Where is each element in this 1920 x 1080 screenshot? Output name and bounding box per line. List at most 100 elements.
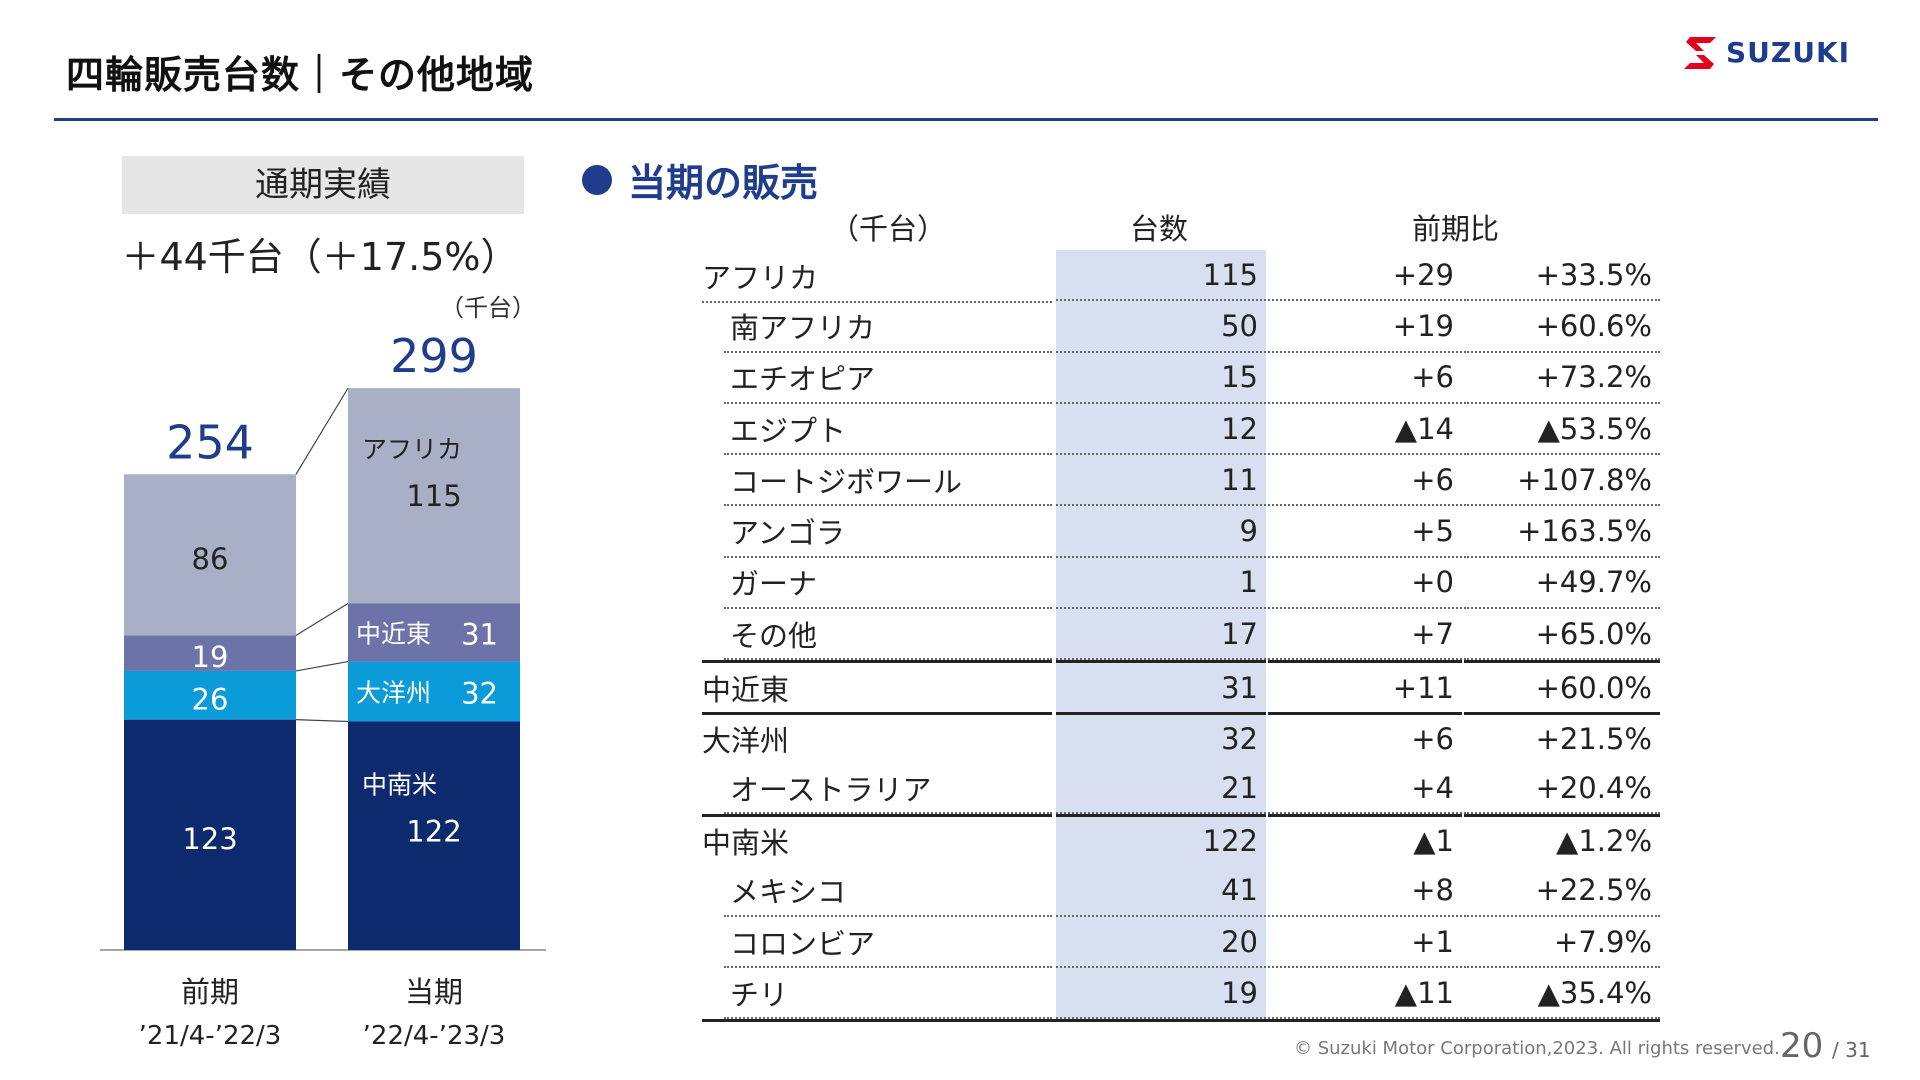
table-row: チリ 19 ▲11 ▲35.4%	[702, 968, 1662, 1020]
bar-series-label: 中南米	[362, 771, 437, 800]
connector-line	[295, 660, 349, 672]
row-diff: +7	[1268, 609, 1462, 661]
bullet-dot-icon	[582, 164, 612, 195]
sales-table: （千台） 台数 前期比 アフリカ 115 +29 +33.5% 南アフリカ 50 +19 +6…	[702, 204, 1662, 1023]
row-pct: +22.5%	[1464, 866, 1660, 917]
row-diff: +5	[1268, 506, 1462, 558]
table-row: 南アフリカ 50 +19 +60.6%	[702, 301, 1662, 353]
bar-segment	[348, 388, 520, 604]
row-units: 17	[1056, 609, 1266, 661]
bar-segment	[348, 603, 520, 662]
bar-segment	[124, 670, 296, 720]
section-heading: 当期の販売	[582, 152, 818, 207]
row-pct: +60.0%	[1464, 660, 1660, 711]
col-header-units: 台数	[1130, 212, 1189, 246]
row-diff: +19	[1268, 301, 1462, 353]
row-units: 9	[1056, 506, 1266, 558]
col-header-change: 前期比	[1412, 212, 1500, 246]
row-diff: +8	[1268, 866, 1462, 917]
x-period-label: ’21/4-’22/3	[139, 1021, 282, 1051]
x-category-label: 当期	[405, 975, 463, 1009]
bar-value-label: 31	[461, 618, 498, 652]
bar-value-label: 26	[192, 682, 229, 716]
table-bottom-rule	[702, 1019, 1660, 1023]
row-pct: +107.8%	[1464, 455, 1660, 507]
bar-value-label: 122	[406, 815, 461, 849]
row-name: 中近東	[702, 660, 1052, 711]
table-row: コロンビア 20 +1 +7.9%	[702, 916, 1662, 969]
connector-line	[295, 603, 349, 636]
row-pct: +163.5%	[1464, 506, 1660, 558]
summary-change: ＋44千台（＋17.5%）	[121, 235, 519, 279]
x-period-label: ’22/4-’23/3	[363, 1021, 506, 1051]
row-diff: +6	[1268, 353, 1462, 404]
row-units: 31	[1056, 660, 1266, 712]
table-row: エジプト 12 ▲14 ▲53.5%	[702, 403, 1662, 456]
row-diff: ▲11	[1268, 968, 1462, 1020]
chart-unit: （千台）	[440, 294, 536, 322]
bar-total-label: 254	[166, 415, 254, 469]
bar-value-label: 19	[192, 640, 229, 674]
bar-segment	[124, 719, 296, 950]
page-title: 四輪販売台数｜その他地域	[66, 53, 535, 97]
row-name: メキシコ	[724, 866, 1052, 917]
row-diff: +4	[1268, 763, 1462, 815]
connector-line	[295, 387, 349, 475]
table-body: アフリカ 115 +29 +33.5% 南アフリカ 50 +19 +60.6% エチオピア 15 +…	[702, 250, 1662, 1020]
bar-value-label: 115	[406, 479, 461, 513]
row-units: 15	[1056, 352, 1266, 404]
table-row: コートジボワール 11 +6 +107.8%	[702, 455, 1662, 507]
bar-segment	[348, 721, 520, 950]
table-row: アフリカ 115 +29 +33.5%	[702, 250, 1662, 304]
logo-text: SUZUKI	[1726, 36, 1851, 69]
row-name: 大洋州	[702, 711, 1052, 763]
row-diff: ▲14	[1268, 404, 1462, 456]
stacked-bar-chart: 123 26 19 86 254 前期 ’21/4-’22/3 中南米 122 大洋州 32 中近東 3…	[100, 330, 546, 1051]
page-number: 20	[1780, 1026, 1824, 1066]
suzuki-s-emblem-icon	[1684, 36, 1716, 69]
row-name: エジプト	[724, 404, 1052, 456]
table-row: オーストラリア 21 +4 +20.4%	[702, 762, 1662, 815]
row-name: コートジボワール	[724, 455, 1052, 507]
row-diff: +6	[1268, 455, 1462, 507]
row-pct: +21.5%	[1464, 711, 1660, 763]
row-name: エチオピア	[724, 353, 1052, 404]
page-total: / 31	[1832, 1038, 1871, 1062]
table-unit: （千台）	[830, 212, 947, 246]
bar-segment	[124, 635, 296, 671]
bar-series-label: 大洋州	[356, 679, 431, 708]
row-units: 20	[1056, 916, 1266, 969]
row-pct: +7.9%	[1464, 917, 1660, 969]
row-name: その他	[724, 609, 1052, 661]
row-name: 中南米	[702, 814, 1052, 865]
bar-segment	[348, 661, 520, 722]
bar-series-label: アフリカ	[362, 435, 462, 464]
row-name: アフリカ	[702, 250, 1052, 304]
row-pct: +73.2%	[1464, 353, 1660, 404]
row-pct: ▲35.4%	[1464, 968, 1660, 1020]
row-pct: ▲1.2%	[1464, 814, 1660, 865]
suzuki-logo: SUZUKI	[1682, 36, 1850, 69]
bar-value-label: 123	[182, 822, 237, 856]
table-row: ガーナ 1 +0 +49.7%	[702, 557, 1662, 610]
row-diff: +11	[1268, 660, 1462, 711]
row-units: 115	[1056, 250, 1266, 302]
x-category-label: 前期	[181, 975, 239, 1009]
table-row: その他 17 +7 +65.0%	[702, 609, 1662, 661]
row-name: アンゴラ	[724, 506, 1052, 558]
row-name: 南アフリカ	[724, 301, 1052, 353]
bar-segment	[124, 474, 296, 636]
bar-series-label: 中近東	[356, 620, 431, 649]
row-diff: +0	[1268, 558, 1462, 610]
table-row: 中近東 31 +11 +60.0%	[702, 660, 1662, 712]
title-rule	[54, 118, 1878, 121]
summary-label: 通期実績	[122, 156, 524, 214]
row-units: 32	[1056, 711, 1266, 763]
bar-total-label: 299	[390, 330, 478, 383]
row-units: 11	[1056, 455, 1266, 507]
row-units: 50	[1056, 301, 1266, 353]
row-units: 41	[1056, 865, 1266, 917]
row-units: 1	[1056, 557, 1266, 610]
row-name: オーストラリア	[724, 763, 1052, 815]
row-pct: +65.0%	[1464, 609, 1660, 661]
